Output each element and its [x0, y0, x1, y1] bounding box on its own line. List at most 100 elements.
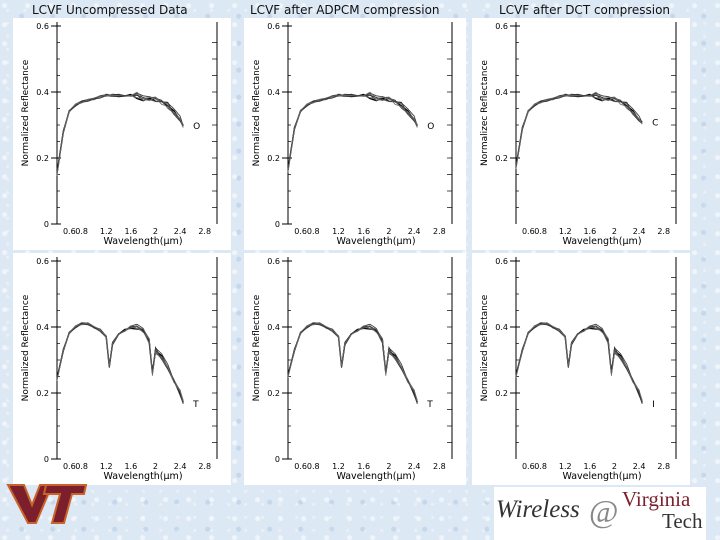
column-title-adpcm: LCVF after ADPCM compression	[250, 3, 440, 17]
y-axis-label: Normalized Reflectance	[21, 294, 31, 401]
y-tick-label: 0.6	[495, 257, 508, 266]
x-tick-label: 0.8	[307, 227, 320, 236]
curve-annotation: O	[427, 122, 434, 132]
column-title-dct: LCVF after DCT compression	[499, 3, 671, 17]
reflectance-chart: 00.20.40.60.6 0.8 1.2 1.6 2 2.4 2.8Wavelength(…	[252, 257, 453, 482]
y-tick-label: 0.6	[495, 22, 508, 31]
x-tick-label: 2.4	[174, 227, 187, 236]
spectrum-line	[515, 94, 643, 167]
x-tick-label: 2	[386, 227, 391, 236]
chart-panel-adpcm-bottom: 0 0.2 0.4 0.6 0.6 0.8 1.2 1.6 2 2.4 2.8 Wavelength(…	[244, 253, 466, 485]
curve-annotation: I	[652, 400, 655, 410]
chart-panel-uncompressed-bottom: 0 0.2 0.4 0.6 0.6 0.8 1.2 1.6 2 2.4 2.8 Wavelength(…	[13, 253, 231, 485]
y-axis-label: Normalized Reflectance	[480, 294, 490, 401]
y-tick-label: 0.2	[495, 154, 508, 163]
spectrum-line	[515, 92, 643, 167]
x-tick-label: 2	[153, 462, 158, 471]
logo-tech-text: Tech	[662, 509, 703, 533]
y-tick-label: 0.6	[36, 257, 49, 266]
x-tick-label: 0.8	[75, 462, 88, 471]
logo-at-symbol: @	[589, 493, 619, 529]
y-tick-label: 0.4	[267, 88, 280, 97]
y-tick-label: 0.6	[267, 22, 280, 31]
x-tick-label: 0.6	[63, 227, 76, 236]
x-tick-label: 1.2	[332, 227, 345, 236]
y-tick-label: 0.6	[267, 257, 280, 266]
chart-panel-adpcm-top: 0 0.2 0.4 0.6 0.6 0.8 1.2 1.6 2 2.4 2.8 Wavelength(…	[244, 18, 466, 250]
x-tick-label: 1.2	[100, 462, 113, 471]
y-tick-label: 0	[275, 220, 280, 229]
y-tick-label: 0.4	[36, 323, 49, 332]
x-tick-label: 1.6	[124, 462, 137, 471]
spectrum-line	[56, 94, 184, 176]
x-tick-label: 2	[612, 227, 617, 236]
curve-annotation: C	[652, 119, 658, 129]
x-tick-label: 1.2	[332, 462, 345, 471]
x-tick-label: 0.8	[75, 227, 88, 236]
x-tick-label: 0.8	[307, 462, 320, 471]
x-axis-label: Wavelength(μm)	[103, 236, 182, 247]
reflectance-chart: 00.20.40.60.6 0.8 1.2 1.6 2 2.4 2.8Wavelength(…	[21, 22, 218, 247]
x-tick-label: 2.4	[633, 462, 646, 471]
reflectance-chart: 00.20.40.60.6 0.8 1.2 1.6 2 2.4 2.8Wavelength(…	[21, 257, 218, 482]
x-tick-label: 0.6	[522, 227, 535, 236]
spectrum-line	[287, 94, 418, 173]
x-tick-label: 1.6	[357, 227, 370, 236]
wireless-virginia-tech-logo: Wireless @ Virginia Tech	[494, 487, 706, 540]
curve-annotation: T	[426, 400, 433, 410]
spectrum-line	[287, 322, 418, 402]
column-title-uncompressed: LCVF Uncompressed Data	[32, 3, 188, 17]
vt-logo	[6, 481, 88, 532]
x-tick-label: 2.4	[408, 227, 421, 236]
y-tick-label: 0.2	[267, 389, 280, 398]
x-tick-label: 2.4	[408, 462, 421, 471]
x-tick-label: 2.8	[657, 462, 670, 471]
spectrum-line	[56, 322, 184, 402]
reflectance-chart: 0.20.40.60.6 0.8 1.2 1.6 2 2.4 2.8Wavelength(μ…	[480, 257, 677, 482]
reflectance-chart: 0.20.40.60.6 0.8 1.2 1.6 2 2.4 2.8Wavelength(μ…	[480, 22, 677, 247]
logo-virginia-text: Virginia	[622, 487, 691, 511]
x-tick-label: 1.2	[559, 462, 572, 471]
x-tick-label: 0.6	[63, 462, 76, 471]
x-tick-label: 0.8	[534, 462, 547, 471]
x-tick-label: 0.6	[294, 462, 307, 471]
x-tick-label: 1.2	[559, 227, 572, 236]
x-tick-label: 1.6	[583, 462, 596, 471]
reflectance-chart: 00.20.40.60.6 0.8 1.2 1.6 2 2.4 2.8Wavelength(…	[252, 22, 453, 247]
y-axis-label: Normalized Reflectance	[252, 294, 262, 401]
y-tick-label: 0.2	[267, 154, 280, 163]
curve-annotation: O	[193, 122, 200, 132]
y-tick-label: 0.4	[495, 88, 508, 97]
x-tick-label: 2.4	[174, 462, 187, 471]
y-tick-label: 0	[44, 220, 49, 229]
x-tick-label: 2	[612, 462, 617, 471]
spectrum-line	[56, 94, 184, 174]
x-tick-label: 0.6	[294, 227, 307, 236]
x-tick-label: 1.6	[124, 227, 137, 236]
x-tick-label: 2.8	[433, 227, 446, 236]
y-tick-label: 0.2	[36, 154, 49, 163]
y-tick-label: 0.6	[36, 22, 49, 31]
x-axis-label: Wavelength(μm)	[336, 236, 415, 247]
x-axis-label: Wavelength(μm)	[103, 471, 182, 482]
x-tick-label: 2.8	[198, 462, 211, 471]
spectrum-line	[515, 322, 643, 402]
x-tick-label: 2.8	[433, 462, 446, 471]
chart-panel-dct-top: 0.2 0.4 0.6 0.6 0.8 1.2 1.6 2 2.4 2.8 Wavelength(μ…	[472, 18, 690, 250]
chart-panel-dct-bottom: 0.2 0.4 0.6 0.6 0.8 1.2 1.6 2 2.4 2.8 Wavelength(μ…	[472, 253, 690, 485]
chart-panel-uncompressed-top: 0 0.2 0.4 0.6 0.6 0.8 1.2 1.6 2 2.4 2.8 Wavelength(…	[13, 18, 231, 250]
y-tick-label: 0.4	[36, 88, 49, 97]
curve-annotation: T	[192, 400, 199, 410]
spectrum-line	[515, 94, 643, 170]
x-tick-label: 2	[153, 227, 158, 236]
x-tick-label: 2	[386, 462, 391, 471]
x-tick-label: 0.6	[522, 462, 535, 471]
x-axis-label: Wavelength(μm)	[562, 471, 641, 482]
x-tick-label: 1.6	[583, 227, 596, 236]
vt-logo-icon	[6, 484, 88, 524]
y-tick-label: 0	[44, 455, 49, 464]
y-tick-label: 0	[275, 455, 280, 464]
x-tick-label: 1.2	[100, 227, 113, 236]
x-tick-label: 2.4	[633, 227, 646, 236]
x-tick-label: 1.6	[357, 462, 370, 471]
